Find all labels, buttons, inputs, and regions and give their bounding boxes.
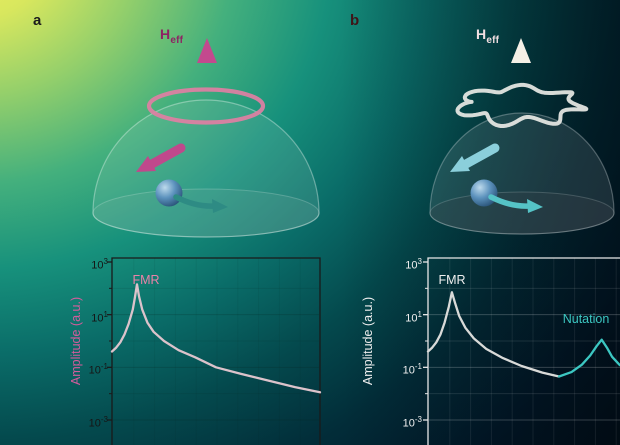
fmr-label-a: FMR — [132, 273, 160, 287]
torque-arrow-b-shaft — [488, 194, 532, 209]
plot-a-ytick-1e3: 103 — [78, 255, 108, 273]
plot-b-tick-marks — [423, 261, 428, 421]
tick-exp: -3 — [100, 415, 108, 424]
field-subscript-a: eff — [170, 34, 184, 46]
plot-b-ylabel: Amplitude (a.u.) — [361, 296, 375, 386]
effective-field-arrow-b-head — [511, 38, 531, 63]
plot-b-ytick-1e-3: 10-3 — [392, 413, 422, 431]
effective-field-arrow-a-head — [197, 38, 217, 63]
nutation-label: Nutation — [562, 312, 610, 326]
effective-field-label-b: Heff — [476, 26, 499, 46]
effective-field-label-a: Heff — [160, 26, 183, 46]
plot-a-ylabel: Amplitude (a.u.) — [69, 296, 83, 386]
torque-arrow-a-shaft — [173, 194, 217, 209]
plot-a-ytick-1e-3: 10-3 — [78, 413, 108, 431]
magnetization-arrow-a-shaft — [147, 143, 186, 169]
precession-ring-a — [146, 87, 266, 125]
tick-exp: 3 — [417, 257, 422, 266]
tick-base: 10 — [405, 312, 418, 325]
tick-base: 10 — [88, 364, 101, 377]
plot-b-curve-nutation — [557, 338, 620, 378]
plot-a-tick-marks — [107, 261, 112, 421]
field-subscript-b: eff — [486, 34, 500, 46]
tick-exp: -1 — [414, 362, 422, 371]
field-symbol-a: H — [160, 26, 171, 42]
panel-a-diagram — [92, 38, 320, 238]
plot-a-ytick-1e-1: 10-1 — [78, 360, 108, 378]
tick-base: 10 — [91, 312, 104, 325]
plot-b-frame — [427, 257, 620, 445]
tick-exp: 1 — [417, 310, 422, 319]
plot-a-ytick-1e1: 101 — [78, 308, 108, 326]
panel-a-label: a — [33, 12, 42, 29]
plot-b-ytick-1e3: 103 — [392, 255, 422, 273]
nutation-ring-b — [455, 82, 589, 128]
tick-exp: -3 — [414, 415, 422, 424]
plot-b-ytick-1e-1: 10-1 — [392, 360, 422, 378]
plot-b-curve-fmr — [426, 291, 561, 378]
fmr-label-b: FMR — [438, 273, 466, 287]
plot-a — [107, 257, 322, 445]
tick-base: 10 — [402, 364, 415, 377]
tick-exp: 3 — [103, 257, 108, 266]
magnetization-arrow-a-head — [136, 156, 156, 172]
field-symbol-b: H — [476, 26, 487, 42]
tick-base: 10 — [88, 417, 101, 430]
panel-b-label: b — [350, 12, 360, 29]
torque-arrow-a-head — [212, 199, 228, 213]
tick-base: 10 — [405, 259, 418, 272]
magnetization-arrow-b-head — [450, 156, 470, 172]
spin-sphere-b — [470, 179, 498, 207]
spin-sphere-a — [155, 179, 183, 207]
tick-exp: 1 — [103, 310, 108, 319]
panel-b-diagram — [429, 38, 615, 235]
magnetization-arrow-b-shaft — [461, 143, 500, 169]
tick-exp: -1 — [100, 362, 108, 371]
tick-base: 10 — [402, 417, 415, 430]
plot-b-ytick-1e1: 101 — [392, 308, 422, 326]
tick-base: 10 — [91, 259, 104, 272]
plot-a-curve — [110, 283, 322, 394]
torque-arrow-b-head — [527, 199, 543, 213]
plot-b — [423, 257, 620, 445]
